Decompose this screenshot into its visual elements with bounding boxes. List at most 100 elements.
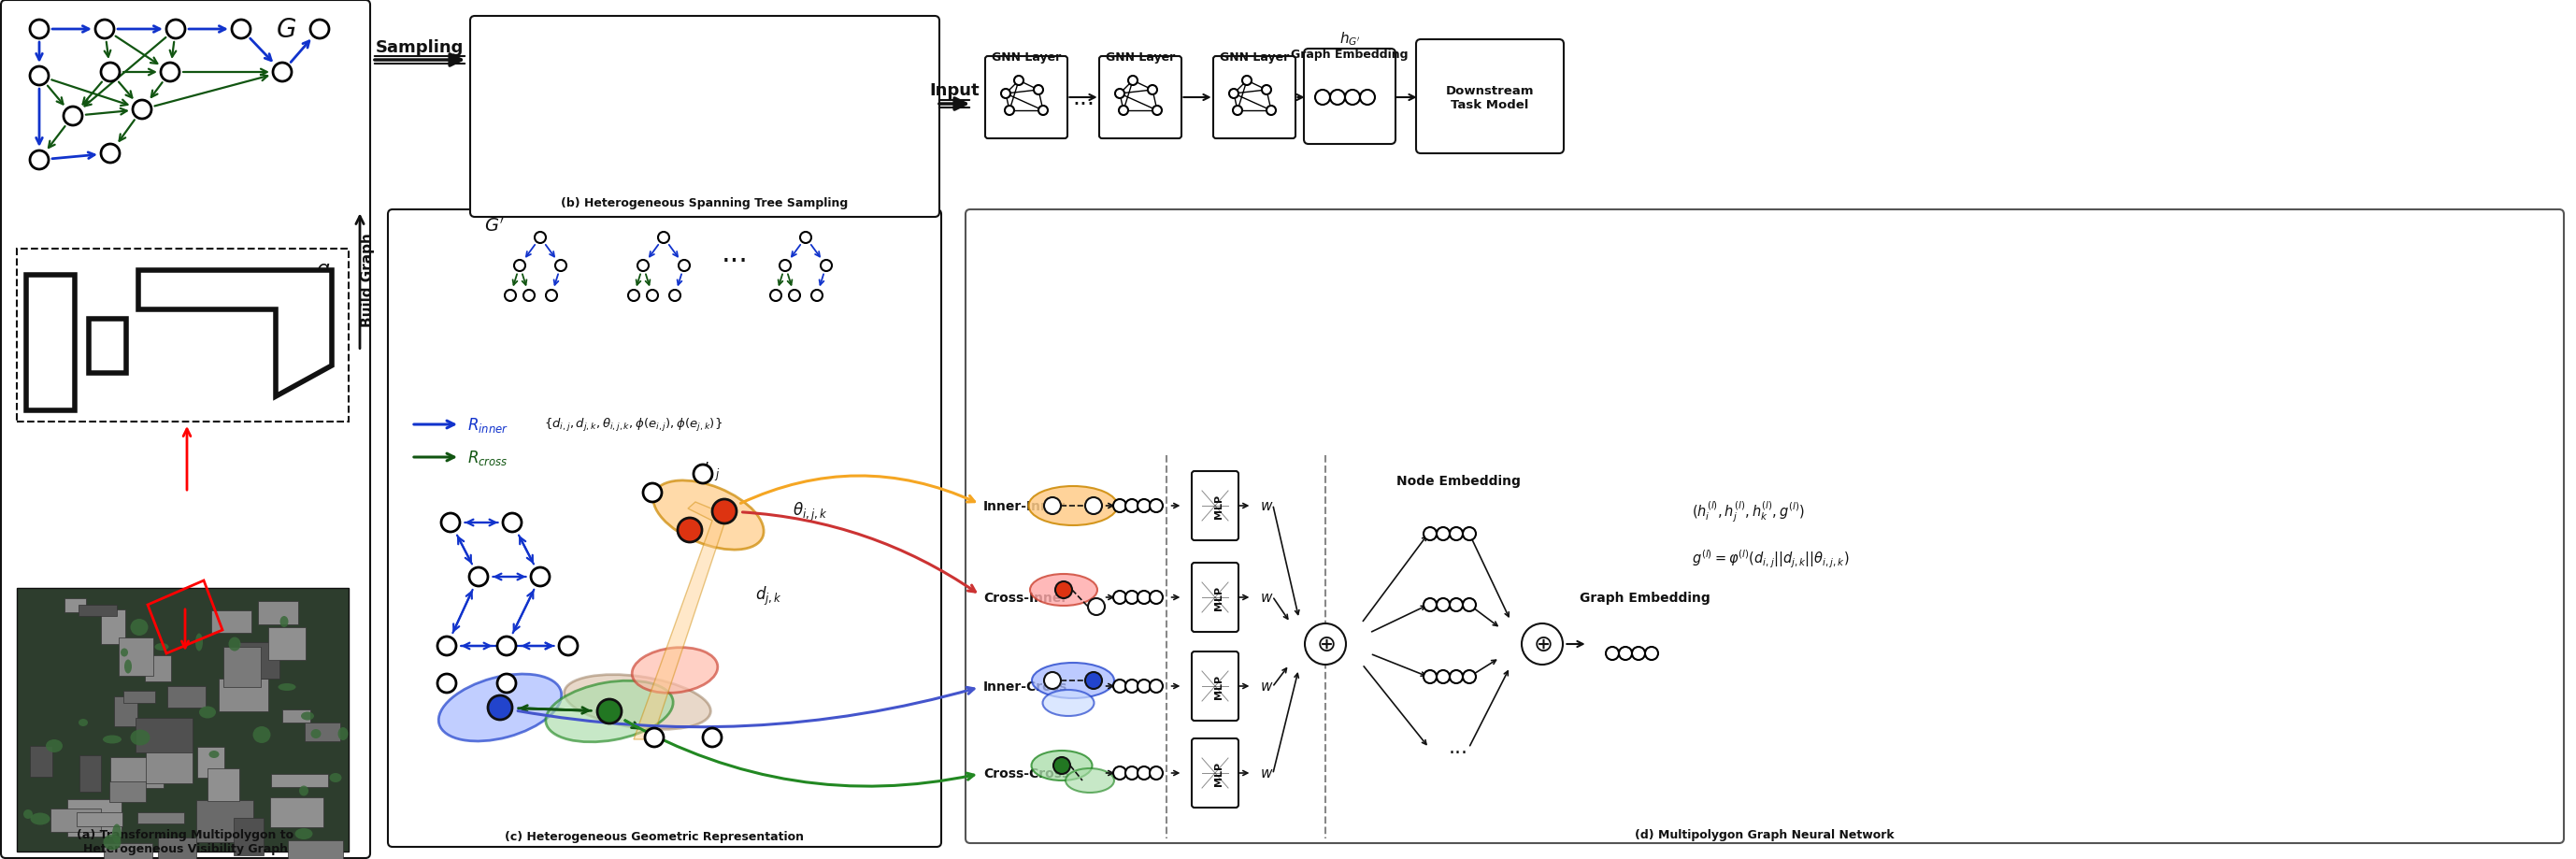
Circle shape [1522,624,1564,665]
Bar [88,320,126,374]
Ellipse shape [294,828,312,839]
Circle shape [1139,679,1151,693]
Circle shape [1316,90,1329,106]
Circle shape [822,260,832,271]
Text: Input: Input [930,82,979,99]
Circle shape [1463,670,1476,684]
Bar [26,276,75,411]
Bar [100,610,126,644]
Circle shape [1463,527,1476,540]
FancyBboxPatch shape [1100,57,1182,139]
Circle shape [1425,670,1437,684]
FancyBboxPatch shape [984,57,1066,139]
Circle shape [1618,647,1633,660]
Text: $\theta_{i,j,k}$: $\theta_{i,j,k}$ [793,500,827,523]
Text: (c) Heterogeneous Geometric Representation: (c) Heterogeneous Geometric Representati… [505,830,804,842]
FancyBboxPatch shape [1193,652,1239,721]
Bar [31,746,52,777]
Circle shape [536,233,546,244]
Text: GNN Layer: GNN Layer [992,52,1061,64]
Bar [268,627,307,660]
Circle shape [469,568,487,587]
Circle shape [309,21,330,40]
Text: MLP: MLP [1213,761,1224,785]
FancyBboxPatch shape [1303,50,1396,144]
Bar [108,782,147,802]
Text: MLP: MLP [1213,674,1224,698]
Text: (d) Multipolygon Graph Neural Network: (d) Multipolygon Graph Neural Network [1636,828,1893,840]
FancyBboxPatch shape [1417,40,1564,154]
Circle shape [788,290,801,302]
Ellipse shape [229,637,240,651]
Circle shape [1139,591,1151,604]
Text: GNN Layer: GNN Layer [1105,52,1175,64]
Circle shape [636,260,649,271]
Text: $g^{(l)} = \varphi^{(l)}(d_{i,j}||d_{j,k}||\theta_{i,j,k})$: $g^{(l)} = \varphi^{(l)}(d_{i,j}||d_{j,k… [1692,547,1850,570]
Circle shape [438,637,456,655]
Ellipse shape [31,813,49,825]
Circle shape [232,21,250,40]
Circle shape [1084,673,1103,689]
Circle shape [801,233,811,244]
Circle shape [1267,107,1275,116]
Text: MLP: MLP [1213,494,1224,518]
Circle shape [1113,500,1126,513]
Circle shape [31,21,49,40]
Bar [77,605,116,616]
Ellipse shape [330,773,343,783]
Circle shape [1113,679,1126,693]
Text: ...: ... [1072,87,1095,109]
Circle shape [1151,107,1162,116]
Circle shape [1128,76,1139,86]
Circle shape [1450,670,1463,684]
Circle shape [1262,86,1270,95]
Bar [198,747,224,777]
Polygon shape [139,271,332,397]
FancyBboxPatch shape [1213,57,1296,139]
Bar [234,818,263,856]
Circle shape [670,290,680,302]
Circle shape [1149,500,1162,513]
Bar [18,249,348,422]
Text: Inner-Cross: Inner-Cross [984,679,1066,693]
Bar [147,751,193,783]
Circle shape [1242,76,1252,86]
Ellipse shape [1030,751,1092,781]
Text: $w$: $w$ [1260,591,1273,605]
Text: GNN Layer: GNN Layer [1218,52,1288,64]
Ellipse shape [46,740,62,752]
FancyBboxPatch shape [0,1,371,858]
Ellipse shape [131,619,149,636]
Circle shape [440,514,461,533]
Circle shape [1043,673,1061,689]
Ellipse shape [278,684,296,691]
Circle shape [1437,527,1450,540]
Circle shape [703,728,721,747]
Circle shape [95,21,113,40]
Ellipse shape [312,729,322,739]
Ellipse shape [196,634,204,651]
Bar [124,691,155,703]
Circle shape [1360,90,1376,106]
Circle shape [1084,497,1103,515]
Ellipse shape [631,648,719,693]
Text: $h_{G^{\prime}}$: $h_{G^{\prime}}$ [1340,30,1360,47]
Ellipse shape [1028,486,1118,526]
Circle shape [1033,86,1043,95]
Bar [270,797,325,827]
Ellipse shape [546,681,672,742]
Bar [157,838,196,859]
Circle shape [515,260,526,271]
Circle shape [781,260,791,271]
Text: (a) Transforming Multipolygon to
Heterogeneous Visibility Graph: (a) Transforming Multipolygon to Heterog… [77,828,294,855]
Bar [52,808,100,832]
Circle shape [1149,86,1157,95]
Circle shape [1015,76,1023,86]
Circle shape [497,674,515,693]
Circle shape [1633,647,1646,660]
Circle shape [1437,599,1450,612]
Text: $R_{cross}$: $R_{cross}$ [466,448,507,466]
Bar [137,813,183,824]
Text: $R_{inner}$: $R_{inner}$ [466,416,507,434]
Circle shape [644,728,665,747]
